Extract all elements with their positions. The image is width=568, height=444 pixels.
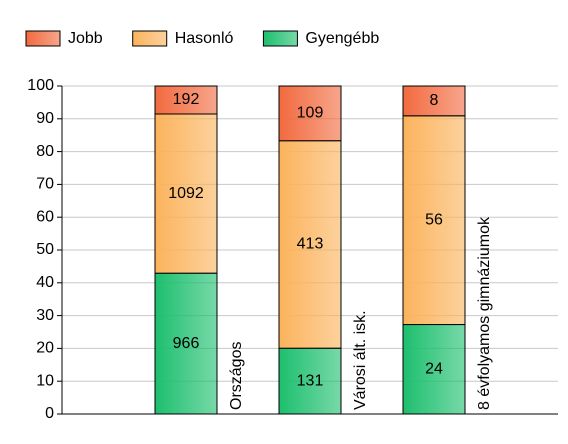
bar-segment (278, 85, 342, 142)
data-label: 109 (297, 105, 324, 122)
data-label: 1092 (168, 185, 204, 202)
legend-swatch (132, 30, 168, 47)
y-tick-label: 20 (36, 340, 54, 357)
y-tick-label: 10 (36, 372, 54, 389)
bar-segment (402, 85, 466, 117)
legend-swatch (25, 30, 61, 47)
y-tick-label: 100 (27, 77, 54, 94)
category-label: 8 évfolyamos gimnáziumok (476, 216, 493, 410)
y-tick-label: 50 (36, 241, 54, 258)
legend-label: Jobb (68, 30, 103, 47)
y-tick-label: 70 (36, 176, 54, 193)
data-label: 131 (297, 372, 324, 389)
legend-label: Gyengébb (305, 30, 379, 47)
y-tick-label: 0 (45, 405, 54, 422)
category-label: Városi ált. isk. (352, 310, 369, 410)
y-tick-label: 80 (36, 143, 54, 160)
data-label: 56 (425, 211, 443, 228)
data-label: 8 (430, 92, 439, 109)
y-tick-label: 40 (36, 274, 54, 291)
data-label: 24 (425, 360, 443, 377)
data-label: 966 (173, 335, 200, 352)
data-label: 413 (297, 236, 324, 253)
bar-segment (402, 324, 466, 415)
y-tick-label: 90 (36, 110, 54, 127)
bar-segment (402, 115, 466, 326)
bar-segment (154, 113, 218, 274)
bar-segment (278, 140, 342, 349)
y-tick-label: 30 (36, 307, 54, 324)
bar-segment (154, 272, 218, 415)
legend-label: Hasonló (175, 30, 234, 47)
legend-swatch (262, 30, 298, 47)
bar-segment (154, 85, 218, 115)
data-label: 192 (173, 91, 200, 108)
y-tick-label: 60 (36, 208, 54, 225)
category-label: Országos (228, 342, 245, 410)
